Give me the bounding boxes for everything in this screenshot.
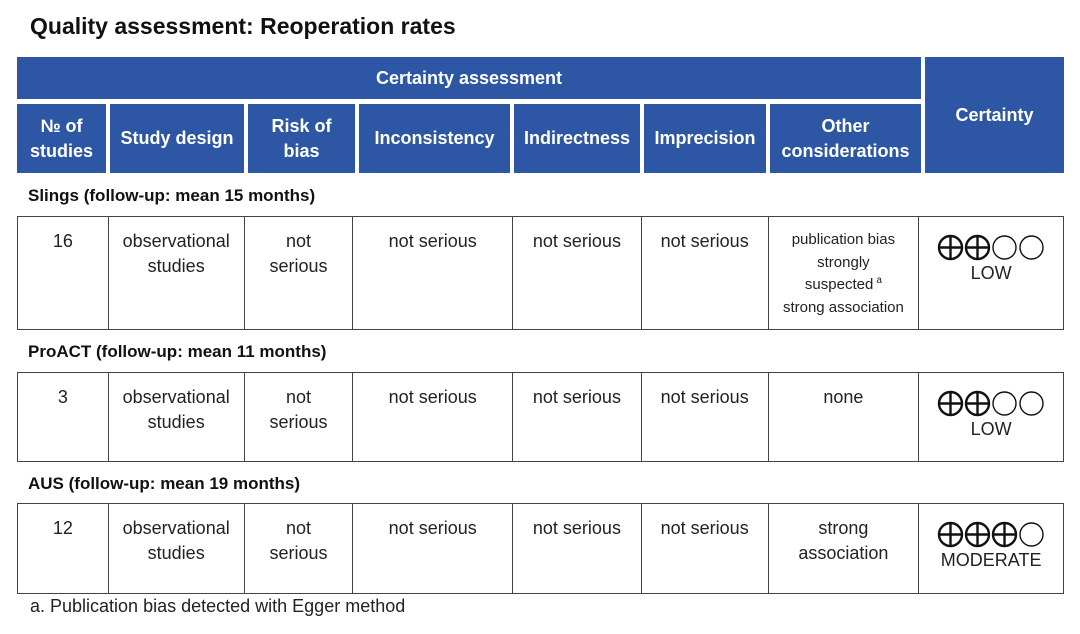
certainty-level: LOW [970, 263, 1012, 283]
circled-plus-icon [937, 390, 964, 417]
empty-circle-icon [992, 235, 1017, 260]
cell-num-studies: 12 [18, 504, 109, 593]
cell-certainty: MODERATE [919, 504, 1063, 593]
cell-risk-of-bias: not serious [245, 504, 354, 593]
cell-indirectness: not serious [513, 373, 642, 461]
certainty-rating-icons [919, 390, 1063, 417]
footnote-marker: a [876, 275, 882, 286]
certainty-column-header: Certainty [925, 57, 1064, 173]
empty-circle-icon [1019, 235, 1044, 260]
column-header-indirectness: Indirectness [514, 104, 640, 173]
certainty-rating-icons [919, 521, 1063, 548]
cell-other-considerations: strong association [769, 504, 920, 593]
cell-certainty: LOW [919, 217, 1063, 329]
cell-inconsistency: not serious [353, 217, 514, 329]
circled-plus-icon [937, 521, 964, 548]
cell-other-considerations: publication bias strongly suspected a str… [769, 217, 920, 329]
certainty-header-label: Certainty [955, 104, 1034, 125]
circled-plus-icon [937, 234, 964, 261]
empty-circle-icon [1019, 391, 1044, 416]
column-header-study-design: Study design [110, 104, 244, 173]
section-label-aus: AUS (follow-up: mean 19 months) [28, 474, 300, 493]
header-group-label: Certainty assessment [375, 67, 563, 88]
cell-imprecision: not serious [642, 504, 769, 593]
section-label-proact: ProACT (follow-up: mean 11 months) [28, 342, 327, 361]
circled-plus-icon [991, 521, 1018, 548]
empty-circle-icon [992, 391, 1017, 416]
cell-imprecision: not serious [642, 373, 769, 461]
circled-plus-icon [964, 234, 991, 261]
column-header-risk-of-bias: Risk of bias [248, 104, 355, 173]
cell-indirectness: not serious [513, 504, 642, 593]
cell-risk-of-bias: not serious [245, 217, 354, 329]
circled-plus-icon [964, 390, 991, 417]
cell-study-design: observational studies [109, 504, 245, 593]
column-header-inconsistency: Inconsistency [359, 104, 510, 173]
certainty-rating-icons [919, 234, 1063, 261]
cell-indirectness: not serious [513, 217, 642, 329]
table-row-proact: 3 observational studies not serious not … [17, 372, 1064, 462]
cell-imprecision: not serious [642, 217, 769, 329]
section-label-slings: Slings (follow-up: mean 15 months) [28, 186, 316, 205]
empty-circle-icon [1019, 522, 1044, 547]
certainty-level: MODERATE [940, 550, 1042, 570]
column-header-num-studies: № of studies [17, 104, 106, 173]
circled-plus-icon [964, 521, 991, 548]
cell-study-design: observational studies [109, 373, 245, 461]
table-row-slings: 16 observational studies not serious not… [17, 216, 1064, 330]
column-header-imprecision: Imprecision [644, 104, 766, 173]
page-title: Quality assessment: Reoperation rates [30, 13, 456, 39]
table-row-aus: 12 observational studies not serious not… [17, 503, 1064, 594]
column-header-other-considerations: Other considerations [770, 104, 921, 173]
cell-certainty: LOW [919, 373, 1063, 461]
cell-study-design: observational studies [109, 217, 245, 329]
footnote: a. Publication bias detected with Egger … [30, 596, 406, 616]
cell-inconsistency: not serious [353, 373, 514, 461]
cell-num-studies: 3 [18, 373, 109, 461]
cell-inconsistency: not serious [353, 504, 514, 593]
cell-num-studies: 16 [18, 217, 109, 329]
cell-risk-of-bias: not serious [245, 373, 354, 461]
certainty-assessment-header: Certainty assessment [17, 57, 921, 99]
certainty-level: LOW [970, 419, 1012, 439]
cell-other-considerations: none [769, 373, 920, 461]
